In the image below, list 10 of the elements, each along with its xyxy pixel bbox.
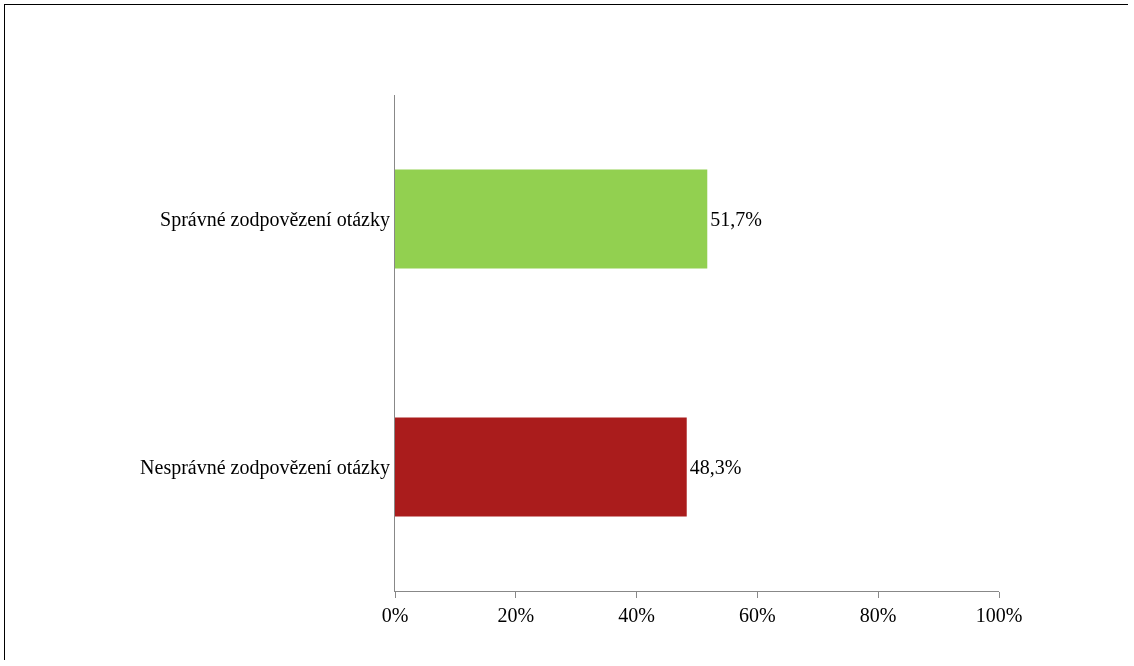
- data-label: 48,3%: [689, 456, 742, 478]
- x-tick-label: 40%: [618, 604, 655, 626]
- y-tick-label: Správné zodpovězení otázky: [160, 208, 390, 231]
- x-tick-label: 60%: [739, 604, 776, 626]
- x-tick-label: 20%: [497, 604, 535, 626]
- x-tick-label: 100%: [975, 604, 1023, 626]
- y-tick-label: Nesprávné zodpovězení otázky: [140, 456, 390, 479]
- x-tick-label: 0%: [381, 604, 409, 626]
- x-tick-label: 80%: [859, 604, 897, 626]
- data-label: 51,7%: [710, 208, 762, 230]
